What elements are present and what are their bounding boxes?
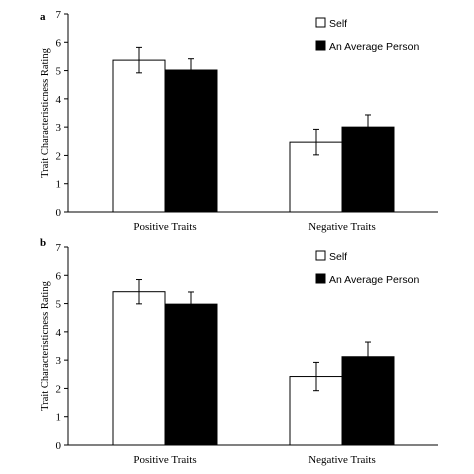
y-tick-label: 5: [56, 66, 62, 78]
y-tick-label: 6: [56, 270, 62, 282]
x-category-label: Positive Traits: [133, 221, 196, 233]
panel-label: a: [40, 11, 46, 23]
y-axis-title: Trait Characteristicness Rating: [40, 280, 51, 410]
legend-swatch-average-person: [315, 273, 326, 284]
y-tick-label: 1: [56, 179, 62, 191]
legend-label: An Average Person: [329, 41, 419, 53]
bar-self: [112, 291, 166, 446]
legend-swatch-self: [315, 250, 326, 261]
bar-average-person: [341, 126, 395, 213]
y-tick-label: 1: [56, 412, 62, 424]
chart-panel-a: a 0 1 2 3 4 5 6 7 Trait Characteristicness Rating…: [40, 9, 438, 233]
bar-self: [112, 59, 166, 213]
y-tick-label: 3: [56, 122, 62, 134]
y-tick-label: 2: [56, 150, 62, 162]
legend-label: An Average Person: [329, 274, 419, 286]
y-tick-label: 7: [56, 242, 62, 254]
bar-average-person: [164, 69, 218, 213]
x-category-label: Negative Traits: [308, 454, 376, 466]
x-category-label: Positive Traits: [133, 454, 196, 466]
y-tick-label: 0: [56, 207, 62, 219]
y-tick-label: 5: [56, 299, 62, 311]
y-tick-label: 0: [56, 440, 62, 452]
legend-label: Self: [329, 18, 347, 30]
x-category-label: Negative Traits: [308, 221, 376, 233]
y-tick-label: 7: [56, 9, 62, 21]
chart-panel-b: b 0 1 2 3 4 5 6 7 Trait Characteristicness Rating…: [40, 237, 438, 466]
y-tick-label: 6: [56, 37, 62, 49]
y-tick-label: 2: [56, 383, 62, 395]
legend-swatch-average-person: [315, 40, 326, 51]
panel-label: b: [40, 237, 46, 249]
y-tick-label: 4: [56, 94, 62, 106]
legend-swatch-self: [315, 17, 326, 28]
legend-label: Self: [329, 251, 347, 263]
bar-average-person: [164, 303, 218, 446]
y-tick-label: 3: [56, 355, 62, 367]
y-tick-label: 4: [56, 327, 62, 339]
y-axis-title: Trait Characteristicness Rating: [40, 47, 51, 177]
